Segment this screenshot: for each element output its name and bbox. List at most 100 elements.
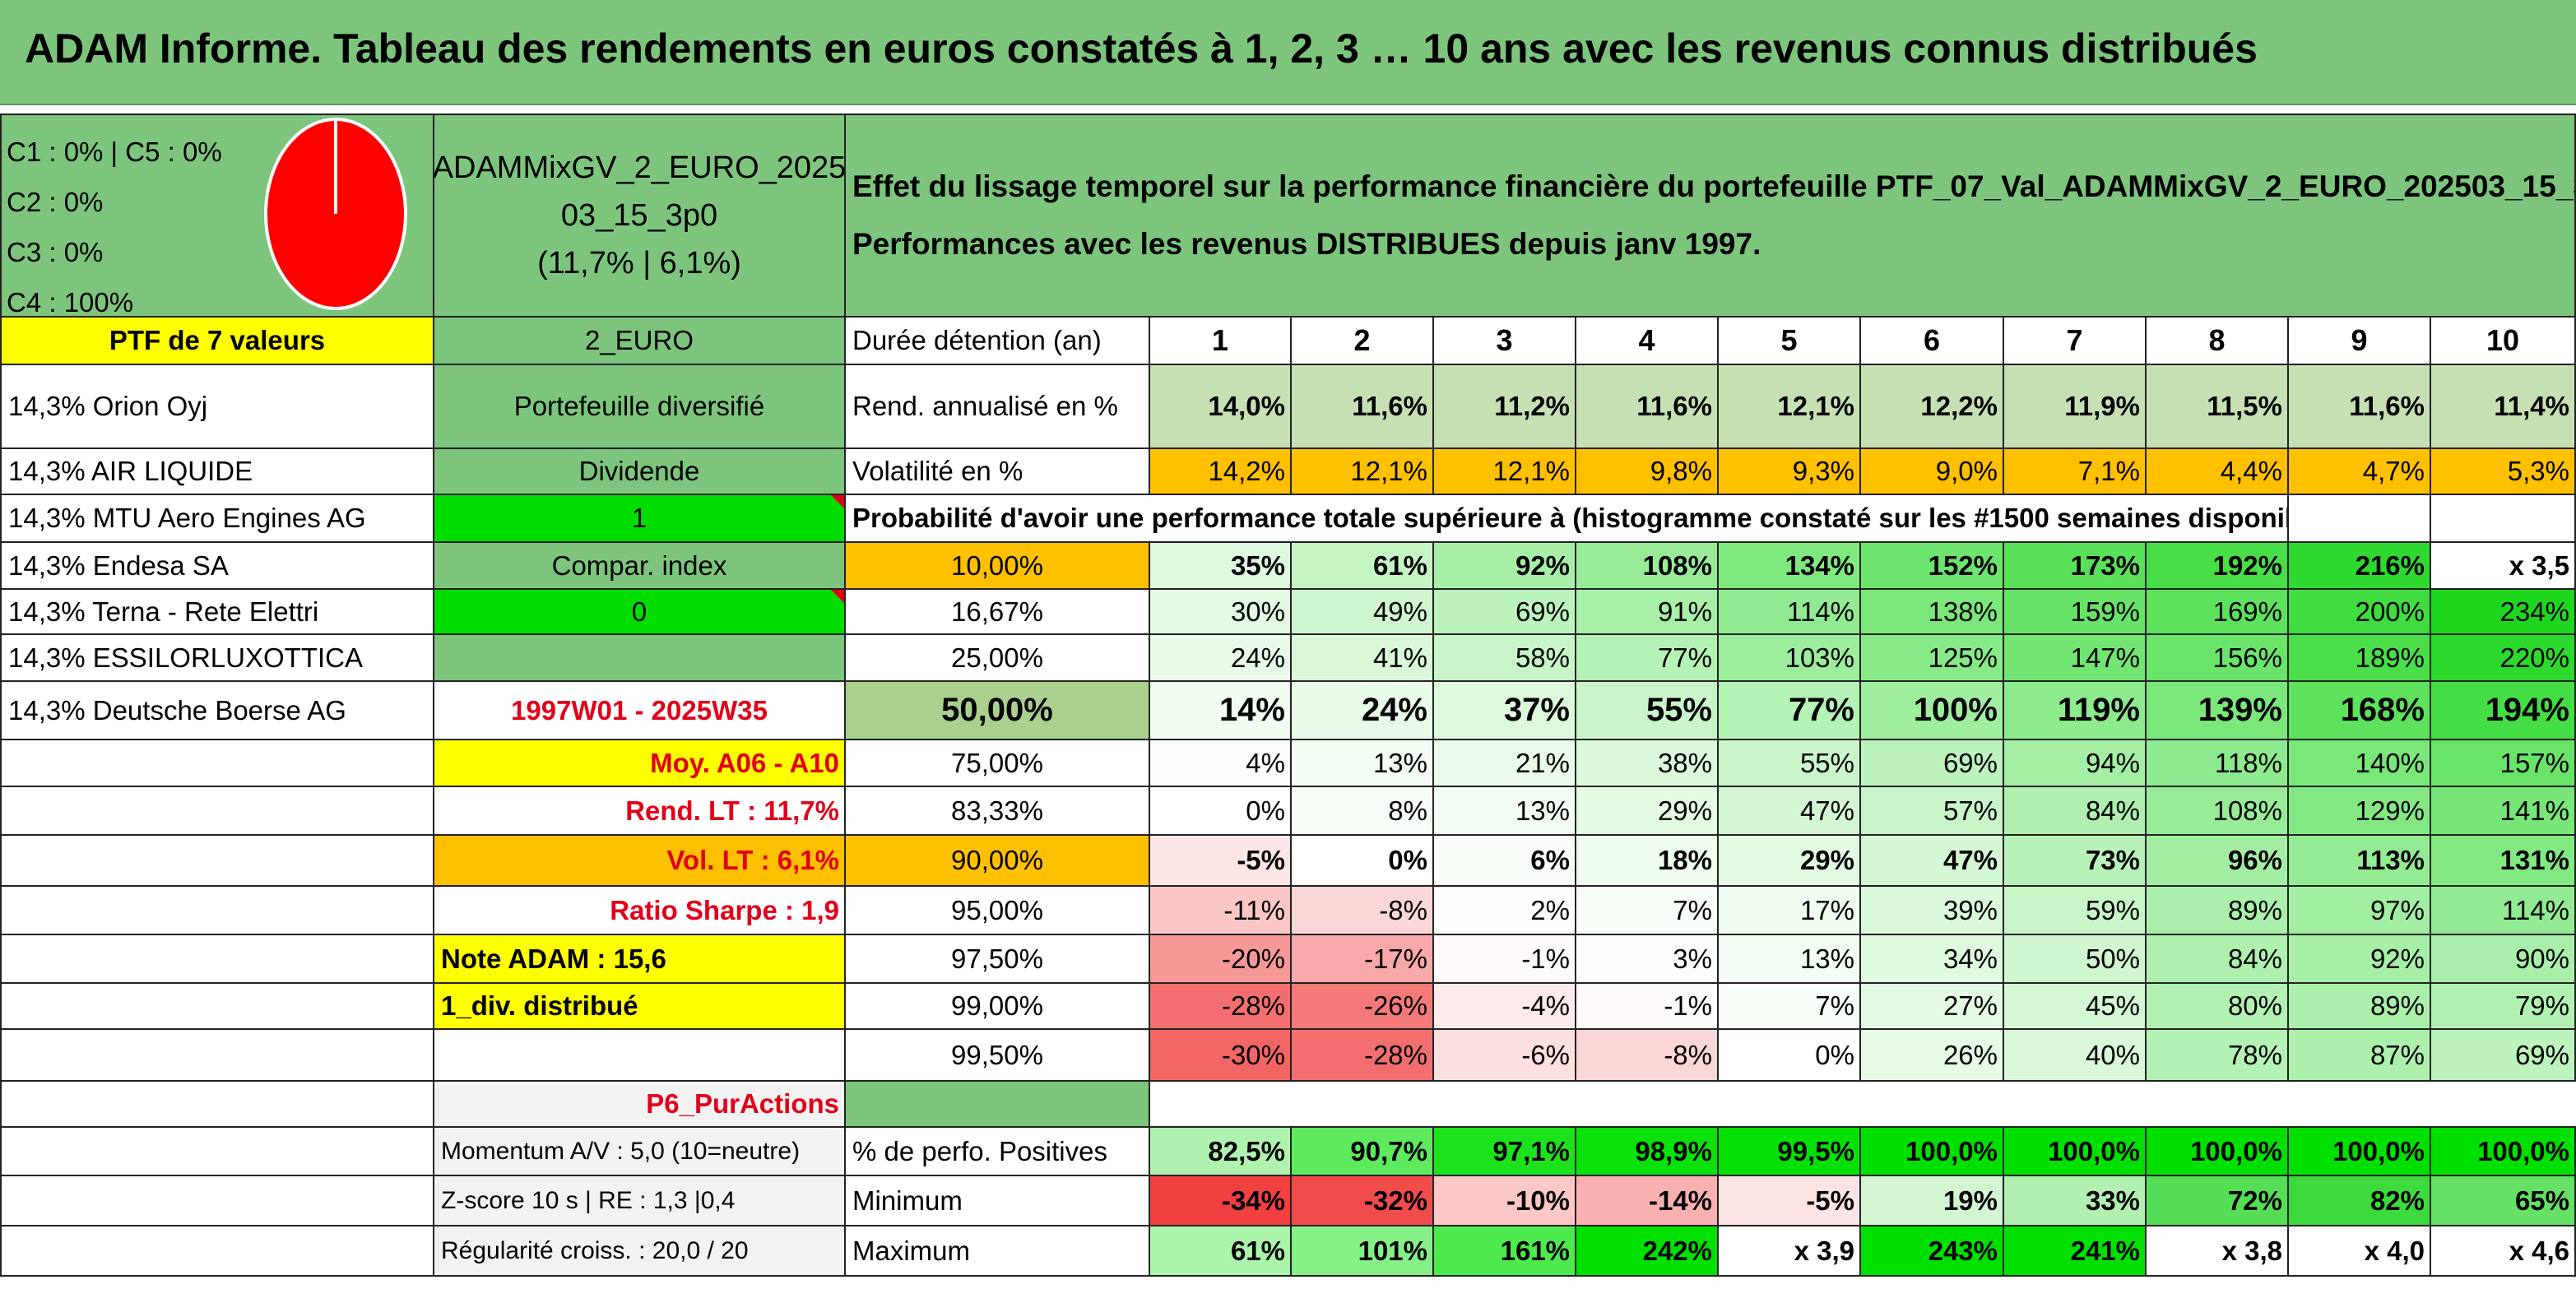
fund-name-line-2: 03_15_3p0 — [560, 198, 718, 233]
probability-value: 92% — [1434, 543, 1576, 590]
probability-value: 140% — [2289, 740, 2431, 787]
probability-value: 125% — [1861, 635, 2004, 682]
long-term-return: Rend. LT : 11,7% — [434, 787, 846, 836]
maximum-value: 241% — [2004, 1226, 2147, 1277]
zscore-label: Z-score 10 s | RE : 1,3 |0,4 — [434, 1176, 846, 1226]
return-value: 11,5% — [2147, 365, 2289, 449]
index-label: Compar. index — [434, 543, 846, 590]
probability-value: 118% — [2147, 740, 2289, 787]
empty-cell — [2289, 495, 2431, 543]
probability-value: 103% — [1719, 635, 1861, 682]
probability-value: 192% — [2147, 543, 2289, 590]
probability-value: 57% — [1861, 787, 2004, 836]
probability-value: 97% — [2289, 887, 2431, 935]
volatility-value: 4,4% — [2147, 449, 2289, 495]
minimum-value: -10% — [1434, 1176, 1576, 1226]
income-type: Dividende — [434, 449, 846, 495]
probability-value: 129% — [2289, 787, 2431, 836]
probability-value: -8% — [1576, 1030, 1719, 1082]
volatility-value: 14,2% — [1150, 449, 1292, 495]
empty-cell — [0, 887, 434, 935]
minimum-value: -34% — [1150, 1176, 1292, 1226]
fund-name-panel: ADAMMixGV_2_EURO_2025 03_15_3p0 (11,7% |… — [434, 114, 846, 318]
positive-value: 99,5% — [1719, 1128, 1861, 1176]
probability-value: -11% — [1150, 887, 1292, 935]
maximum-value: x 3,9 — [1719, 1226, 1861, 1277]
minimum-value: 72% — [2147, 1176, 2289, 1226]
description-line-1: Effet du lissage temporel sur la perform… — [852, 169, 2576, 203]
probability-value: 49% — [1292, 590, 1434, 635]
probability-value: 134% — [1719, 543, 1861, 590]
probability-value: 6% — [1434, 836, 1576, 887]
title-bar: ADAM Informe. Tableau des rendements en … — [0, 0, 2576, 105]
year-header: 4 — [1576, 318, 1719, 365]
class-line-4: C4 : 100% — [7, 287, 134, 318]
probability-value: 78% — [2147, 1030, 2289, 1082]
probability-value: 38% — [1576, 740, 1719, 787]
probability-value: 94% — [2004, 740, 2147, 787]
empty-cell — [0, 1030, 434, 1082]
probability-value: 157% — [2431, 740, 2576, 787]
comment-marker-icon — [831, 590, 844, 603]
probability-level: 16,67% — [846, 590, 1150, 635]
probability-value: -26% — [1292, 984, 1434, 1030]
probability-level: 90,00% — [846, 836, 1150, 887]
probability-value: 87% — [2289, 1030, 2431, 1082]
probability-value: 21% — [1434, 740, 1576, 787]
probability-value: 80% — [2147, 984, 2289, 1030]
volatility-label: Volatilité en % — [846, 449, 1150, 495]
probability-value: 61% — [1292, 543, 1434, 590]
probability-value: 7% — [1719, 984, 1861, 1030]
minimum-label: Minimum — [846, 1176, 1150, 1226]
probability-level: 95,00% — [846, 887, 1150, 935]
empty-cell — [0, 836, 434, 887]
probability-value: 69% — [2431, 1030, 2576, 1082]
probability-value: 79% — [2431, 984, 2576, 1030]
empty-cell — [0, 984, 434, 1030]
sharpe-ratio: Ratio Sharpe : 1,9 — [434, 887, 846, 935]
probability-value: 234% — [2431, 590, 2576, 635]
maximum-value: x 3,8 — [2147, 1226, 2289, 1277]
probability-value: 55% — [1719, 740, 1861, 787]
probability-value: 41% — [1292, 635, 1434, 682]
probability-value: 26% — [1861, 1030, 2004, 1082]
maximum-label: Maximum — [846, 1226, 1150, 1277]
probability-value: 30% — [1150, 590, 1292, 635]
empty-cell — [434, 635, 846, 682]
class-line-1: C1 : 0% | C5 : 0% — [7, 137, 222, 167]
holding-row: 14,3% AIR LIQUIDE — [0, 449, 434, 495]
probability-value: 17% — [1719, 887, 1861, 935]
duration-label: Durée détention (an) — [846, 318, 1150, 365]
probability-value: 91% — [1576, 590, 1719, 635]
positive-value: 97,1% — [1434, 1128, 1576, 1176]
regularity-label: Régularité croiss. : 20,0 / 20 — [434, 1226, 846, 1277]
probability-value: -20% — [1150, 935, 1292, 984]
probability-value: 24% — [1150, 635, 1292, 682]
year-header: 6 — [1861, 318, 2004, 365]
probability-value: 90% — [2431, 935, 2576, 984]
probability-value: 168% — [2289, 682, 2431, 740]
period-label: 1997W01 - 2025W35 — [434, 682, 846, 740]
minimum-value: 33% — [2004, 1176, 2147, 1226]
holding-row: 14,3% Terna - Rete Elettri — [0, 590, 434, 635]
return-value: 12,2% — [1861, 365, 2004, 449]
maximum-value: x 4,0 — [2289, 1226, 2431, 1277]
probability-level: 10,00% — [846, 543, 1150, 590]
return-value: 11,2% — [1434, 365, 1576, 449]
probability-value: 37% — [1434, 682, 1576, 740]
probability-value: 7% — [1576, 887, 1719, 935]
empty-cell — [0, 1226, 434, 1277]
probability-value: 113% — [2289, 836, 2431, 887]
maximum-value: 242% — [1576, 1226, 1719, 1277]
return-value: 12,1% — [1719, 365, 1861, 449]
holding-row: 14,3% ESSILORLUXOTTICA — [0, 635, 434, 682]
probability-value: 13% — [1719, 935, 1861, 984]
probability-value: 18% — [1576, 836, 1719, 887]
positive-label: % de perfo. Positives — [846, 1128, 1150, 1176]
probability-value: -8% — [1292, 887, 1434, 935]
probability-value: 220% — [2431, 635, 2576, 682]
positive-value: 100,0% — [1861, 1128, 2004, 1176]
probability-value: 2% — [1434, 887, 1576, 935]
probability-value: 77% — [1576, 635, 1719, 682]
probability-value: 84% — [2147, 935, 2289, 984]
